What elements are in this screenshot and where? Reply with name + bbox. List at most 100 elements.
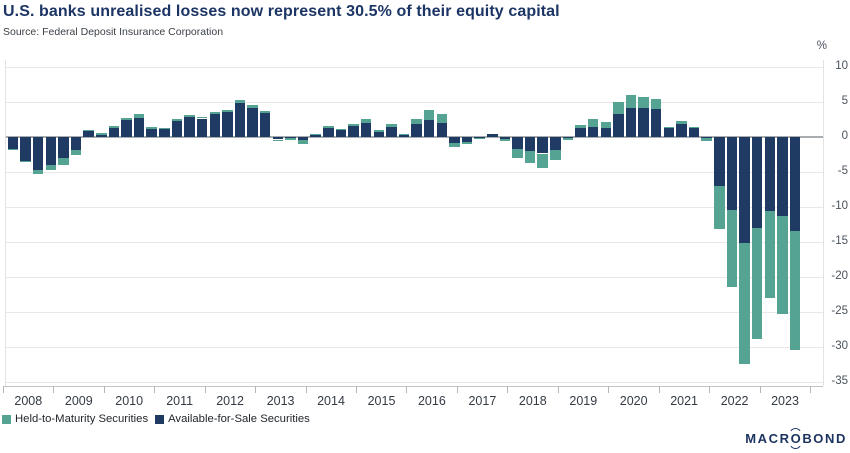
plot-right-border <box>823 60 824 386</box>
bar-segment-afs <box>650 109 662 137</box>
bar-segment-afs <box>562 136 574 138</box>
bar-segment-afs <box>449 136 460 143</box>
x-axis-tick <box>456 386 458 393</box>
bar-segment-afs <box>373 131 385 137</box>
bar-segment-afs <box>209 114 221 137</box>
logo-text: BOND <box>802 431 847 446</box>
bar-segment-afs <box>436 123 448 137</box>
bar-segment-htm <box>171 119 183 122</box>
logo-text: MACR <box>745 431 791 446</box>
bar-segment-afs <box>600 128 612 137</box>
bar-segment-afs <box>310 134 321 137</box>
bar-segment-htm <box>146 127 157 129</box>
bar-segment-htm <box>436 113 448 124</box>
y-tick-label: 0 <box>841 130 848 143</box>
x-axis-tick <box>810 386 811 393</box>
bar-segment-afs <box>739 136 750 244</box>
x-axis-year-label: 2012 <box>216 394 244 408</box>
bar-segment-afs <box>524 136 536 152</box>
bar-segment-htm <box>777 215 788 314</box>
bar-segment-htm <box>449 143 460 148</box>
bar-segment-htm <box>184 115 195 117</box>
bar-segment-afs <box>751 136 763 228</box>
bar-segment-htm <box>524 151 536 163</box>
x-axis-year-label: 2008 <box>14 394 43 408</box>
bar-segment-htm <box>222 109 233 113</box>
bar-segment-afs <box>335 130 347 137</box>
x-axis-tick <box>507 386 509 393</box>
bar-segment-afs <box>512 136 523 150</box>
bar-segment-htm <box>613 101 624 115</box>
bar-segment-afs <box>32 136 44 170</box>
bar-segment-htm <box>650 99 662 110</box>
x-axis-year-label: 2017 <box>468 394 497 408</box>
bar-segment-afs <box>726 136 738 211</box>
x-axis-tick <box>255 386 257 393</box>
x-axis-tick <box>557 386 559 393</box>
y-tick-label: -25 <box>831 305 848 318</box>
gridline <box>5 206 823 208</box>
x-axis-tick <box>305 386 307 393</box>
bar-segment-htm <box>373 130 385 132</box>
bar-segment-htm <box>121 117 132 120</box>
bar-segment-htm <box>70 150 82 155</box>
bar-segment-afs <box>474 136 485 138</box>
bar-segment-afs <box>499 136 511 139</box>
gridline <box>5 66 823 68</box>
bar-segment-afs <box>676 124 687 137</box>
x-axis-year-label: 2022 <box>720 394 749 408</box>
x-axis-year-label: 2015 <box>367 394 396 408</box>
bar-segment-afs <box>184 116 195 137</box>
bar-segment-htm <box>32 169 44 174</box>
bar-segment-afs <box>121 119 132 137</box>
bar-segment-afs <box>701 136 712 138</box>
bar-segment-htm <box>348 123 359 127</box>
logo-o-ring: O <box>787 427 804 449</box>
bar-segment-afs <box>638 108 649 137</box>
x-axis-year-label: 2018 <box>518 394 547 408</box>
x-axis-year-label: 2019 <box>569 394 598 408</box>
bar-segment-htm <box>96 133 107 135</box>
bar-segment-afs <box>133 117 145 137</box>
legend-label-htm: Held-to-Maturity Securities <box>15 413 149 425</box>
bar-segment-htm <box>423 110 435 120</box>
bar-segment-afs <box>272 136 284 140</box>
bar-segment-htm <box>726 210 738 288</box>
bar-segment-htm <box>297 140 309 145</box>
bar-segment-afs <box>20 136 31 162</box>
bar-segment-afs <box>587 126 599 137</box>
x-axis-tick <box>103 386 105 393</box>
bar-segment-htm <box>714 185 725 230</box>
bar-segment-htm <box>259 110 271 114</box>
bar-segment-afs <box>764 136 776 211</box>
bar-segment-afs <box>550 136 561 150</box>
bar-segment-afs <box>96 134 107 137</box>
bar-segment-afs <box>222 112 233 137</box>
bar-segment-afs <box>777 136 788 216</box>
bar-segment-afs <box>108 128 120 137</box>
bar-segment-htm <box>108 126 120 129</box>
bar-segment-htm <box>537 153 548 169</box>
bar-segment-htm <box>234 99 246 104</box>
bar-segment-afs <box>58 136 69 159</box>
bar-segment-htm <box>45 165 57 170</box>
bar-segment-afs <box>663 127 675 137</box>
bar-segment-htm <box>335 129 347 130</box>
x-axis-tick <box>356 386 357 393</box>
bar-segment-afs <box>323 127 334 137</box>
bar-segment-htm <box>701 137 712 142</box>
bar-segment-htm <box>7 148 19 150</box>
bar-segment-afs <box>360 122 372 137</box>
y-tick-label: 5 <box>841 95 848 108</box>
x-axis-line <box>2 386 823 387</box>
macrobond-logo: MACROBOND <box>745 427 847 449</box>
x-axis-year-label: 2010 <box>115 394 144 408</box>
bar-segment-htm <box>461 141 473 145</box>
bar-segment-htm <box>550 150 561 160</box>
chart-legend: Held-to-Maturity Securities Available-fo… <box>2 413 317 425</box>
x-axis-year-label: 2013 <box>266 394 295 408</box>
bar-segment-htm <box>209 112 221 115</box>
bar-segment-htm <box>575 124 586 128</box>
bar-segment-htm <box>600 122 612 129</box>
